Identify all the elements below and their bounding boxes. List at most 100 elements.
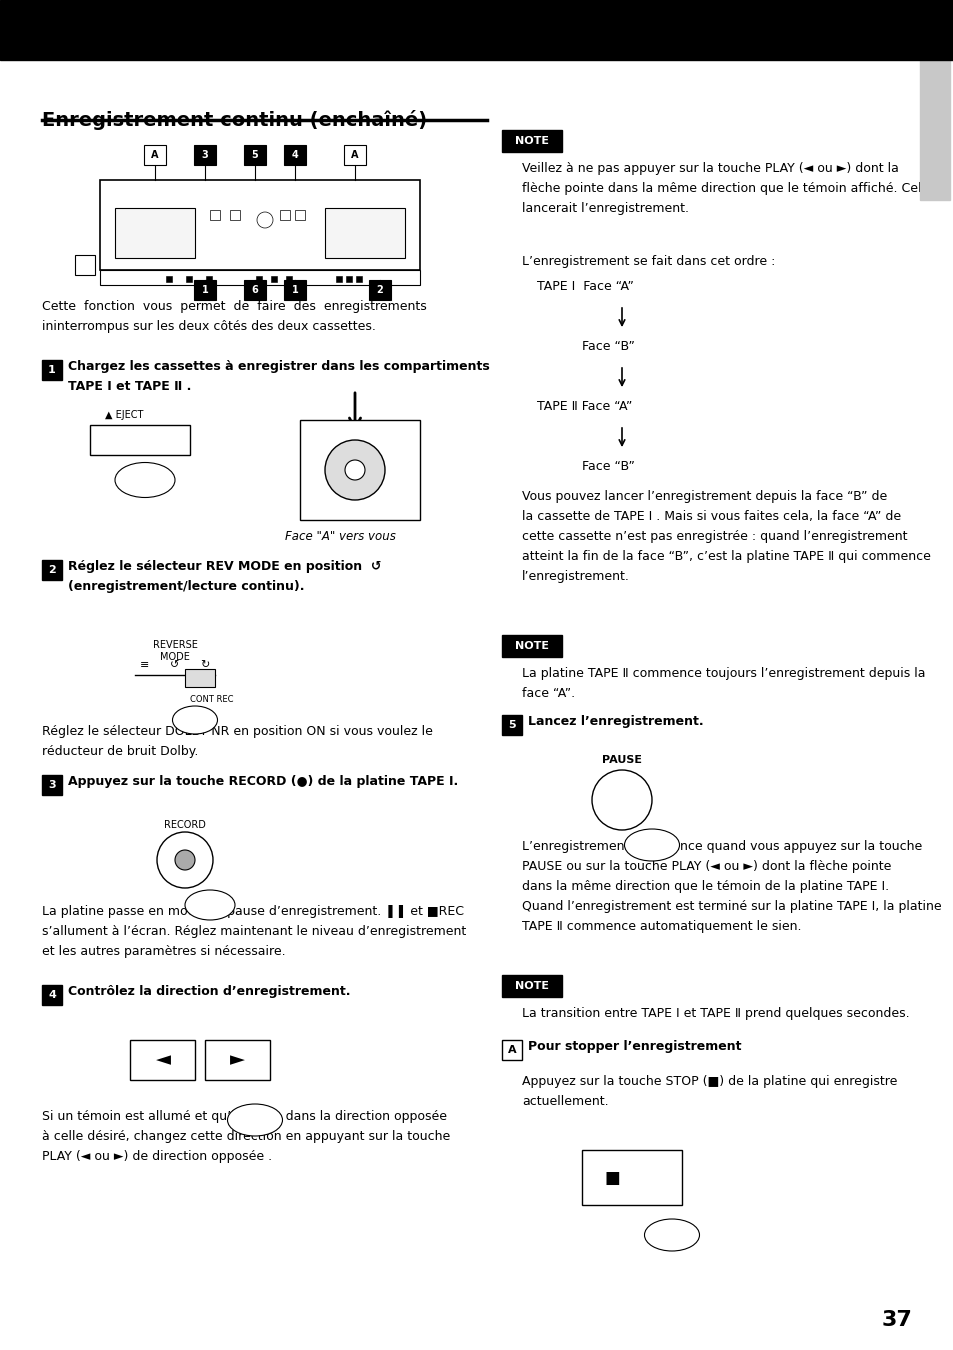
Text: 6: 6 xyxy=(252,285,258,296)
Bar xyxy=(206,275,212,282)
Text: 4: 4 xyxy=(48,990,56,1000)
Bar xyxy=(75,255,95,275)
Bar xyxy=(205,1040,270,1080)
Text: La platine TAPE Ⅱ commence toujours l’enregistrement depuis la
face “A”.: La platine TAPE Ⅱ commence toujours l’en… xyxy=(521,667,924,701)
Text: 2: 2 xyxy=(376,285,383,296)
Bar xyxy=(325,208,405,258)
Bar xyxy=(244,279,266,300)
Text: L’enregistrement commence quand vous appuyez sur la touche
PAUSE ou sur la touch: L’enregistrement commence quand vous app… xyxy=(521,840,941,933)
Text: 5: 5 xyxy=(252,150,258,161)
Bar xyxy=(42,775,62,795)
Text: La platine passe en mode de pause d’enregistrement. ❚❚ et ■REC
s’allument à l’éc: La platine passe en mode de pause d’enre… xyxy=(42,904,466,958)
Text: Appuyez sur la touche STOP (■) de la platine qui enregistre
actuellement.: Appuyez sur la touche STOP (■) de la pla… xyxy=(521,1075,897,1108)
Text: Face “B”: Face “B” xyxy=(581,340,634,352)
Text: A: A xyxy=(507,1045,516,1054)
Ellipse shape xyxy=(624,829,679,861)
Bar xyxy=(284,279,306,300)
Bar xyxy=(501,1040,521,1060)
Text: Enregistrement continu (enchaîné): Enregistrement continu (enchaîné) xyxy=(42,109,427,130)
Text: 37: 37 xyxy=(881,1310,911,1330)
Text: Contrôlez la direction d’enregistrement.: Contrôlez la direction d’enregistrement. xyxy=(68,986,350,998)
Text: 3: 3 xyxy=(201,150,208,161)
Text: ↻: ↻ xyxy=(200,660,210,670)
Ellipse shape xyxy=(185,890,234,919)
Bar xyxy=(42,360,62,379)
Bar xyxy=(186,275,192,282)
Text: 1: 1 xyxy=(292,285,298,296)
Text: Veillez à ne pas appuyer sur la touche PLAY (◄ ou ►) dont la
flèche pointe dans : Veillez à ne pas appuyer sur la touche P… xyxy=(521,162,928,215)
Bar xyxy=(335,275,341,282)
Bar xyxy=(230,211,240,220)
Text: Face “B”: Face “B” xyxy=(581,460,634,472)
Circle shape xyxy=(325,440,385,500)
Bar xyxy=(294,211,305,220)
Text: TAPE Ⅰ  Face “A”: TAPE Ⅰ Face “A” xyxy=(537,279,633,293)
Text: L’enregistrement se fait dans cet ordre :: L’enregistrement se fait dans cet ordre … xyxy=(521,255,775,269)
Text: Chargez les cassettes à enregistrer dans les compartiments
TAPE Ⅰ et TAPE Ⅱ .: Chargez les cassettes à enregistrer dans… xyxy=(68,360,489,393)
Bar xyxy=(130,1040,194,1080)
Text: 1: 1 xyxy=(201,285,208,296)
Bar xyxy=(344,144,366,165)
Text: Réglez le sélecteur DOLBY NR en position ON si vous voulez le
réducteur de bruit: Réglez le sélecteur DOLBY NR en position… xyxy=(42,725,433,757)
Text: Si un témoin est allumé et qu’il pointe dans la direction opposée
à celle désiré: Si un témoin est allumé et qu’il pointe … xyxy=(42,1110,450,1162)
Bar xyxy=(100,270,419,285)
Text: REVERSE
MODE: REVERSE MODE xyxy=(152,640,197,663)
Bar xyxy=(90,425,190,455)
Circle shape xyxy=(174,850,194,869)
Text: Réglez le sélecteur REV MODE en position  ↺
(enregistrement/lecture continu).: Réglez le sélecteur REV MODE en position… xyxy=(68,560,381,593)
Text: ▲ EJECT: ▲ EJECT xyxy=(105,410,143,420)
Text: TAPE Ⅱ Face “A”: TAPE Ⅱ Face “A” xyxy=(537,400,632,413)
Bar xyxy=(369,279,391,300)
Text: La transition entre TAPE Ⅰ et TAPE Ⅱ prend quelques secondes.: La transition entre TAPE Ⅰ et TAPE Ⅱ pre… xyxy=(521,1007,908,1021)
Circle shape xyxy=(345,460,365,481)
Bar xyxy=(355,275,361,282)
Bar xyxy=(501,634,561,657)
Text: CONT REC: CONT REC xyxy=(190,695,233,703)
Ellipse shape xyxy=(644,1219,699,1251)
Bar xyxy=(42,560,62,580)
Bar xyxy=(501,716,521,734)
Ellipse shape xyxy=(227,1104,282,1135)
Bar xyxy=(193,279,215,300)
Bar xyxy=(244,144,266,165)
Ellipse shape xyxy=(172,706,217,734)
Text: Appuyez sur la touche RECORD (●) de la platine TAPE Ⅰ.: Appuyez sur la touche RECORD (●) de la p… xyxy=(68,775,457,788)
Text: 1: 1 xyxy=(48,364,56,375)
Bar xyxy=(346,275,352,282)
Bar xyxy=(0,0,953,59)
Text: A: A xyxy=(351,150,358,161)
Bar xyxy=(299,420,419,520)
Text: Face "A" vers vous: Face "A" vers vous xyxy=(284,531,395,543)
Text: ◄: ◄ xyxy=(155,1050,171,1069)
Circle shape xyxy=(592,769,651,830)
Circle shape xyxy=(157,832,213,888)
Bar xyxy=(286,275,292,282)
Text: Lancez l’enregistrement.: Lancez l’enregistrement. xyxy=(527,716,703,728)
Bar xyxy=(193,144,215,165)
Text: ►: ► xyxy=(230,1050,244,1069)
Bar xyxy=(581,1150,681,1206)
Bar xyxy=(919,0,949,200)
Bar xyxy=(284,144,306,165)
Bar xyxy=(255,275,262,282)
Bar xyxy=(166,275,172,282)
Bar xyxy=(42,986,62,1004)
Text: 5: 5 xyxy=(508,720,516,730)
Text: FRANÇAIS: FRANÇAIS xyxy=(929,0,939,47)
Text: 4: 4 xyxy=(292,150,298,161)
Text: NOTE: NOTE xyxy=(515,136,548,146)
Text: NOTE: NOTE xyxy=(515,641,548,651)
Text: Vous pouvez lancer l’enregistrement depuis la face “B” de
la cassette de TAPE Ⅰ : Vous pouvez lancer l’enregistrement depu… xyxy=(521,490,930,583)
Text: A: A xyxy=(152,150,158,161)
Text: RECORD: RECORD xyxy=(164,819,206,830)
Text: ■: ■ xyxy=(603,1169,619,1187)
Text: NOTE: NOTE xyxy=(515,981,548,991)
Text: Cette  fonction  vous  permet  de  faire  des  enregistrements
ininterrompus sur: Cette fonction vous permet de faire des … xyxy=(42,300,426,333)
Bar xyxy=(100,180,419,270)
Bar xyxy=(210,211,220,220)
Text: ↺: ↺ xyxy=(171,660,179,670)
Ellipse shape xyxy=(115,463,174,498)
Bar xyxy=(280,211,290,220)
Text: PAUSE: PAUSE xyxy=(601,755,641,765)
Bar xyxy=(144,144,166,165)
